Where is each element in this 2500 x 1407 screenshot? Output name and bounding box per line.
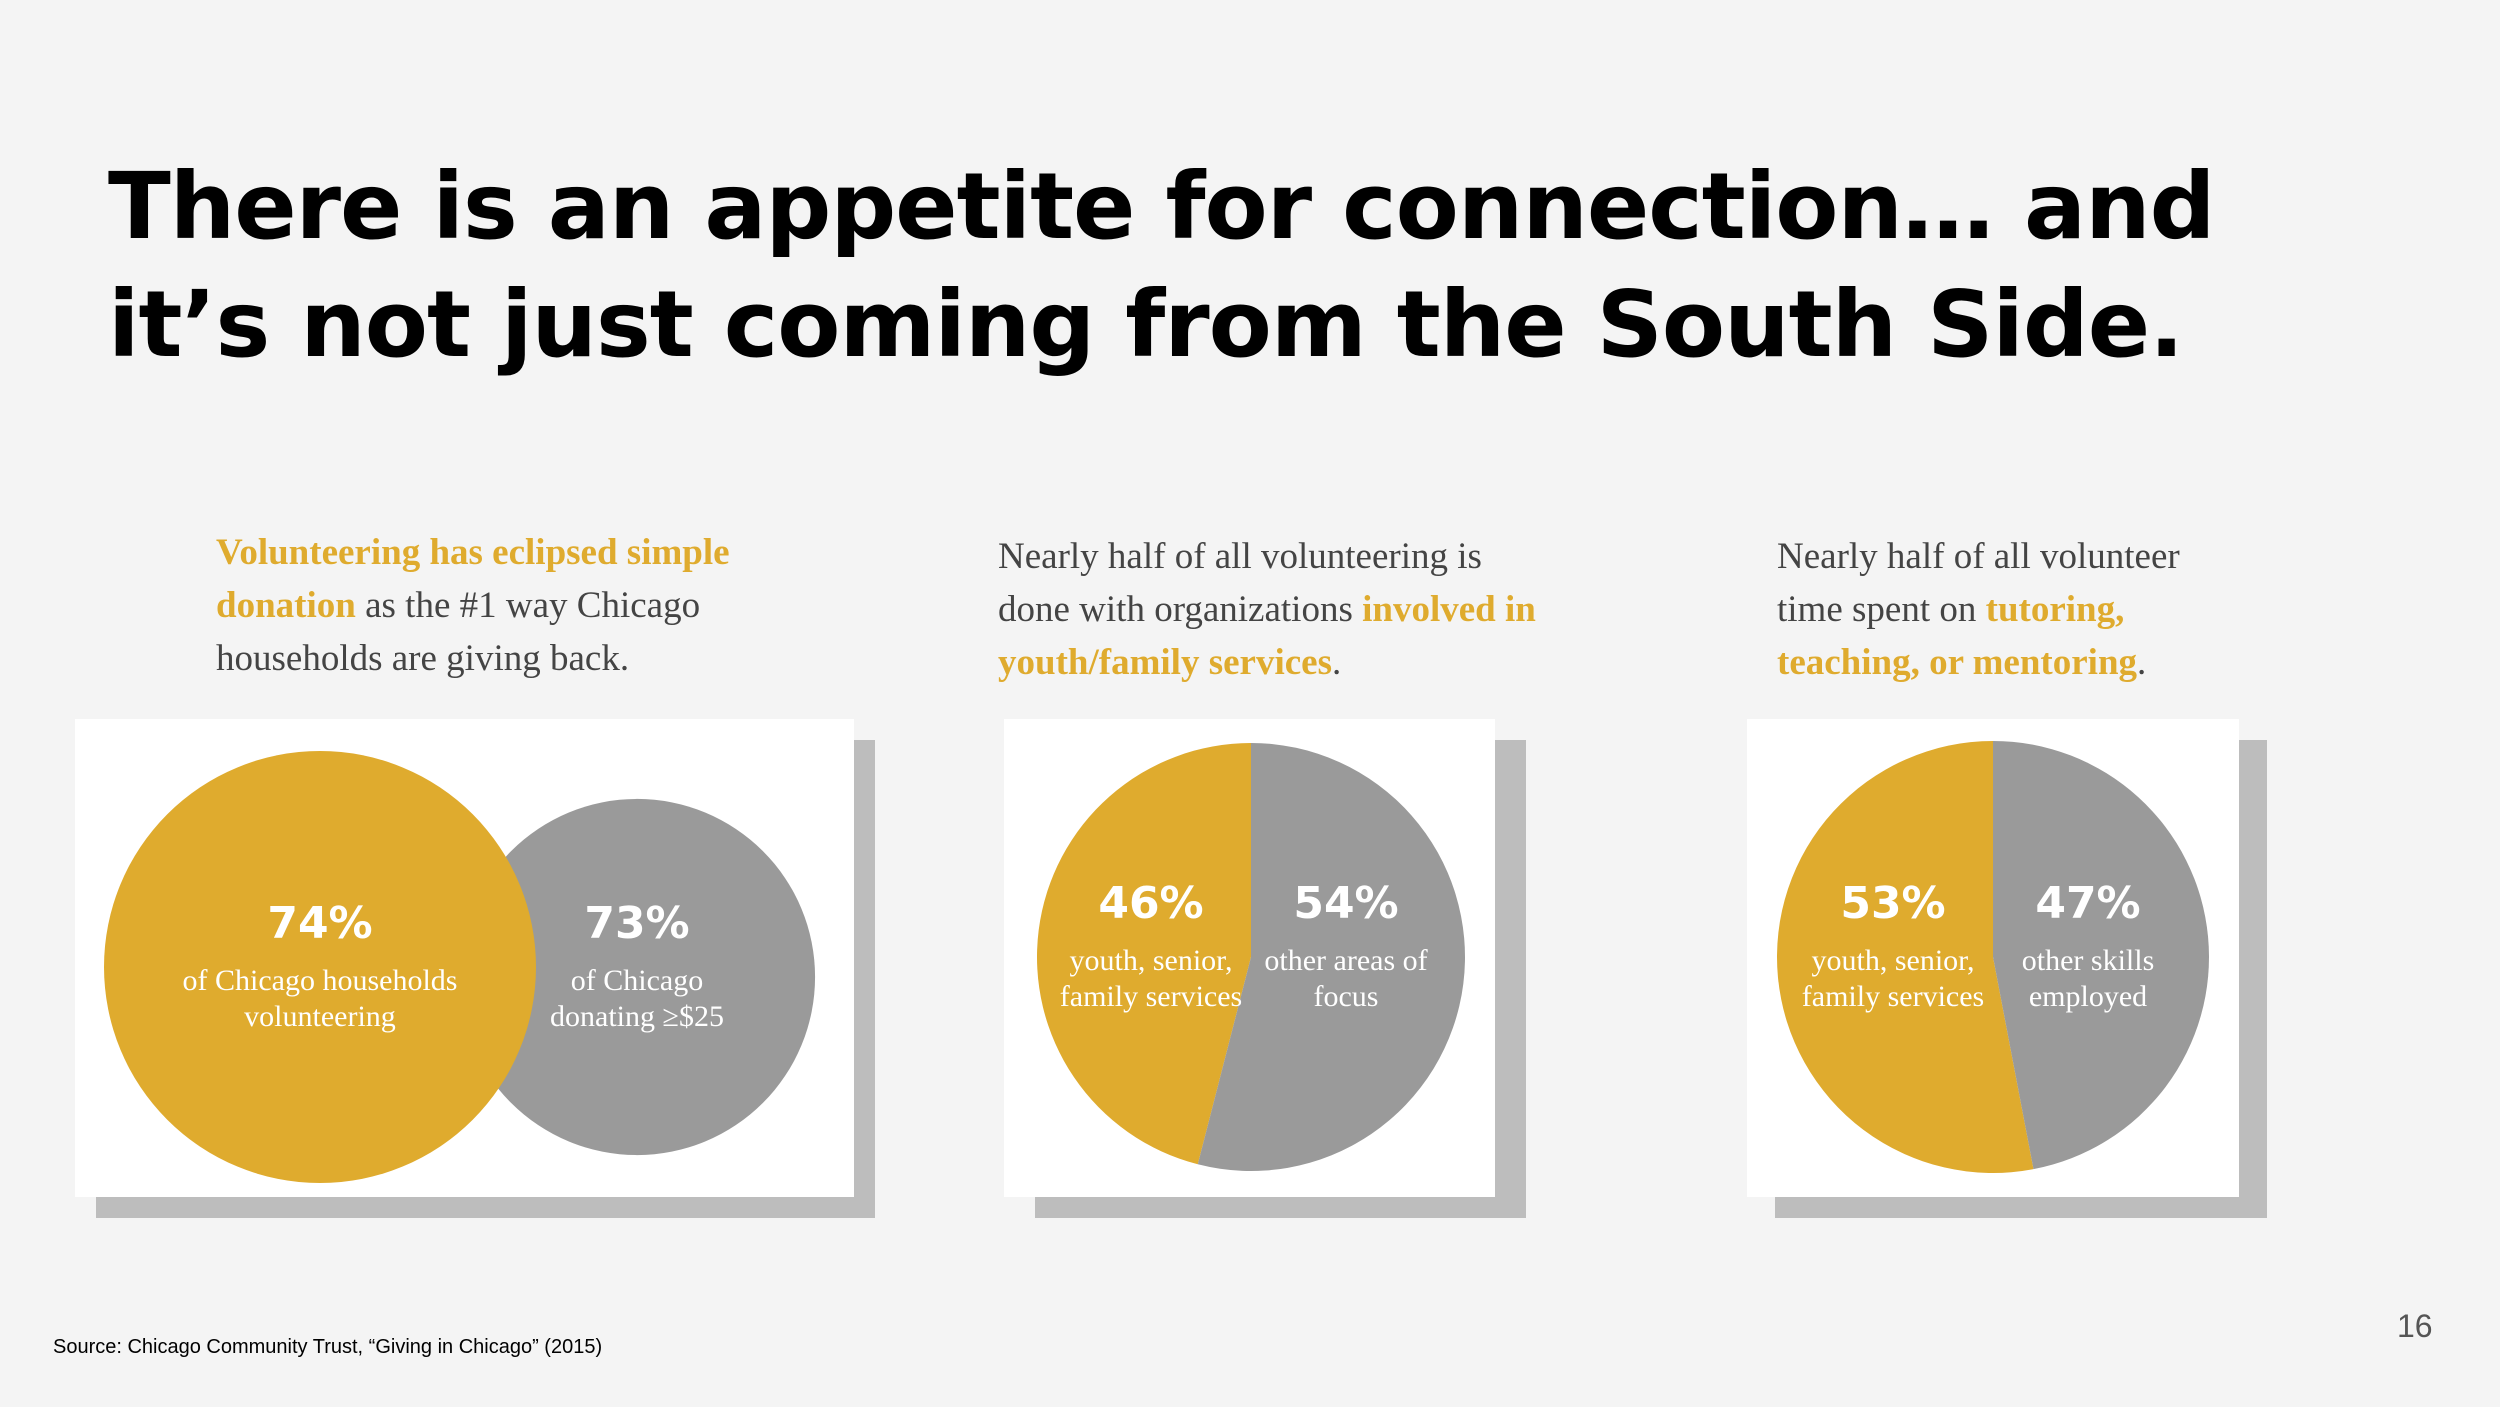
slide-title-line-1: There is an appetite for connection… and bbox=[108, 153, 2215, 260]
venn-volunteering-text-label-2: volunteering bbox=[244, 1000, 396, 1033]
pie-youth-slice-1 bbox=[1036, 742, 1251, 1165]
venn-volunteering-text-label-1: of Chicago households bbox=[183, 964, 458, 997]
pie-tutoring-slice-1-text-label-2: family services bbox=[1802, 980, 1984, 1013]
pie-tutoring-slice-2-text-label-2: employed bbox=[2029, 980, 2147, 1013]
venn-donating-percent-label: 73% bbox=[584, 898, 689, 949]
slide-title-line-2: it’s not just coming from the South Side… bbox=[108, 271, 2184, 378]
pie-youth-slice-2-percent-label: 54% bbox=[1293, 878, 1398, 929]
pie-youth-slice-2 bbox=[1197, 743, 1465, 1171]
caption-text-end: . bbox=[1331, 642, 1342, 683]
pie-tutoring-slice-2-percent-label: 47% bbox=[2035, 878, 2140, 929]
caption-text: Nearly half of all volunteering is done … bbox=[998, 536, 1482, 630]
caption-youth-family: Nearly half of all volunteering is done … bbox=[998, 530, 1538, 689]
caption-volunteering: Volunteering has eclipsed simple donatio… bbox=[216, 526, 776, 685]
pie-youth-slice-2-text-label-2: focus bbox=[1314, 980, 1379, 1013]
pie-youth-slice-2-text-label-1: other areas of bbox=[1264, 944, 1427, 977]
pie-youth-slice-1-text-label-2: family services bbox=[1060, 980, 1242, 1013]
caption-text-end: . bbox=[2137, 642, 2147, 683]
venn-circle-donating bbox=[458, 798, 816, 1156]
caption-highlight: Volunteering has eclipsed simple donatio… bbox=[216, 532, 730, 626]
source-note: Source: Chicago Community Trust, “Giving… bbox=[53, 1336, 603, 1358]
pie-tutoring-slice-1-text-label-1: youth, senior, bbox=[1812, 944, 1975, 977]
pie-youth-slice-1-percent-label: 46% bbox=[1098, 878, 1203, 929]
venn-circle-volunteering bbox=[104, 751, 536, 1183]
caption-text: Nearly half of all volunteer time spent … bbox=[1777, 536, 2180, 630]
slide-title: There is an appetite for connection… and… bbox=[108, 148, 2408, 384]
pie-tutoring-slice-2 bbox=[1993, 741, 2209, 1170]
venn-donating-text-label-2: donating ≥$25 bbox=[550, 1000, 724, 1033]
venn-donating-text-label-1: of Chicago bbox=[571, 964, 703, 997]
pie-tutoring-slice-2-text-label-1: other skills bbox=[2022, 944, 2155, 977]
pie-tutoring-slice-1-percent-label: 53% bbox=[1840, 878, 1945, 929]
caption-highlight: tutoring, teaching, or mentoring bbox=[1777, 589, 2138, 683]
venn-volunteering-percent-label: 74% bbox=[267, 898, 372, 949]
pie-tutoring-slice-1 bbox=[1777, 741, 2034, 1174]
caption-highlight: involved in youth/family services bbox=[998, 589, 1536, 683]
caption-text: as the #1 way Chicago households are giv… bbox=[216, 585, 701, 679]
page-number: 16 bbox=[2397, 1308, 2433, 1344]
pie-youth-slice-1-text-label-1: youth, senior, bbox=[1070, 944, 1233, 977]
caption-tutoring: Nearly half of all volunteer time spent … bbox=[1777, 530, 2207, 689]
